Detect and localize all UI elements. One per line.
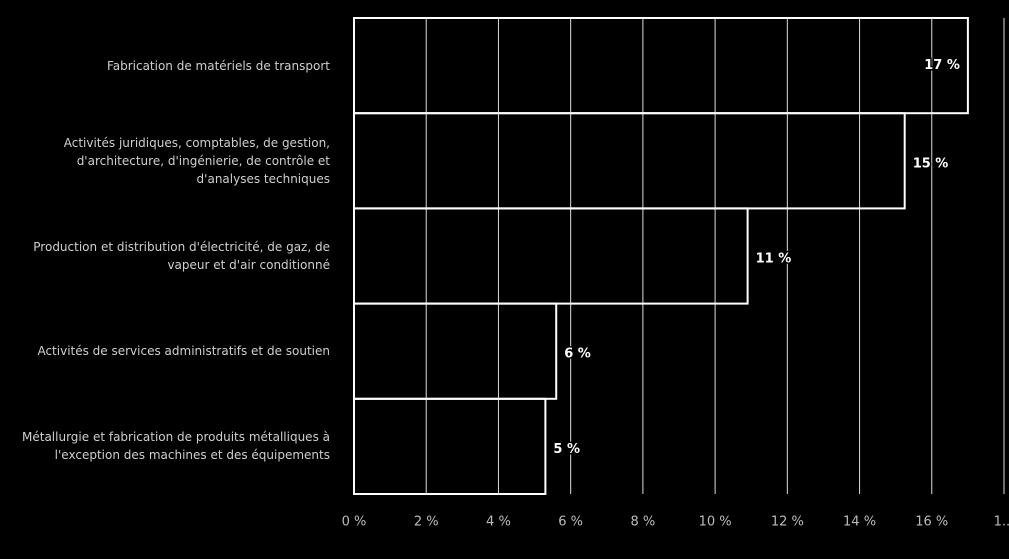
bar bbox=[353, 112, 906, 210]
bar bbox=[353, 17, 969, 115]
x-tick-label: 8 % bbox=[631, 515, 656, 530]
data-label: 6 % bbox=[564, 347, 591, 362]
y-tick-label: Métallurgie et fabrication de produits m… bbox=[22, 430, 330, 463]
x-tick-label: 12 % bbox=[771, 515, 804, 530]
y-tick-label: Activités juridiques, comptables, de ges… bbox=[63, 135, 330, 186]
bar bbox=[353, 302, 558, 400]
data-label: 15 % bbox=[913, 156, 949, 171]
x-tick-label: 4 % bbox=[486, 515, 511, 530]
x-tick-label: 0 % bbox=[342, 515, 367, 530]
x-tick-label: 14 % bbox=[843, 515, 876, 530]
bar bbox=[353, 207, 749, 305]
y-tick-label: Production et distribution d'électricité… bbox=[33, 240, 330, 272]
y-tick-label: Activités de services administratifs et … bbox=[37, 344, 330, 359]
x-tick-label: 10 % bbox=[699, 515, 732, 530]
x-tick-label: 2 % bbox=[414, 515, 439, 530]
data-label: 5 % bbox=[553, 442, 580, 457]
x-tick-label: 16 % bbox=[915, 515, 948, 530]
data-label: 17 % bbox=[924, 58, 960, 73]
y-tick-label: Fabrication de matériels de transport bbox=[106, 58, 330, 73]
x-tick-label: 6 % bbox=[558, 515, 583, 530]
data-label: 11 % bbox=[756, 252, 792, 267]
bar bbox=[353, 397, 547, 495]
x-tick-label: 1... bbox=[994, 515, 1009, 530]
